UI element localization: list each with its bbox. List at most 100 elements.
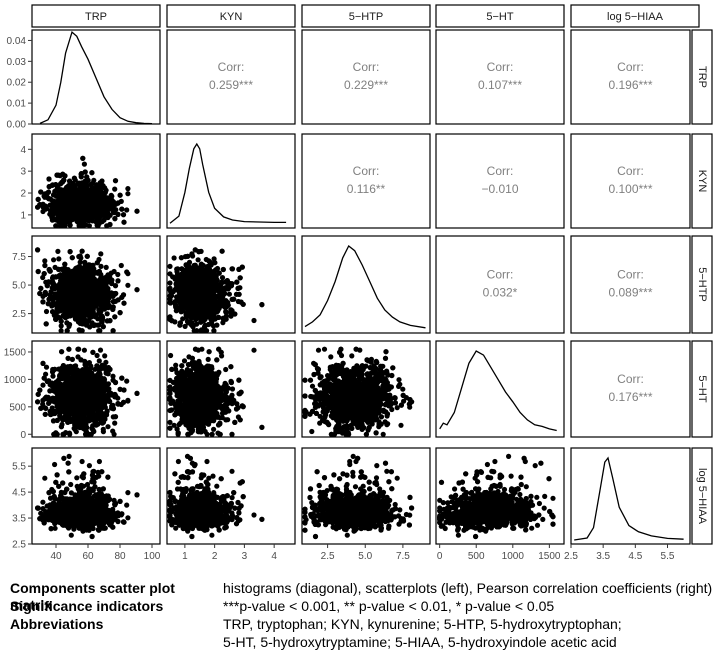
data-point bbox=[220, 266, 226, 273]
data-point bbox=[239, 264, 245, 270]
data-point bbox=[87, 192, 93, 198]
data-point bbox=[238, 299, 244, 305]
data-point bbox=[174, 268, 180, 275]
data-point bbox=[219, 275, 226, 281]
data-point bbox=[89, 296, 96, 302]
data-point bbox=[51, 257, 57, 263]
panel-frame bbox=[166, 29, 296, 125]
facet-label-right: log 5−HIAA bbox=[696, 468, 708, 525]
data-point bbox=[40, 299, 46, 305]
data-point bbox=[98, 181, 104, 187]
data-point bbox=[125, 398, 131, 404]
data-point bbox=[120, 292, 127, 298]
panel-frame bbox=[435, 133, 565, 229]
data-point bbox=[38, 189, 44, 195]
facet-label-top: TRP bbox=[85, 11, 107, 23]
data-point bbox=[100, 206, 106, 212]
data-point bbox=[237, 275, 243, 281]
data-point bbox=[124, 269, 130, 275]
data-point bbox=[86, 290, 93, 296]
data-point bbox=[95, 270, 101, 276]
data-point bbox=[219, 279, 225, 285]
data-point bbox=[197, 269, 203, 275]
data-point bbox=[231, 296, 237, 302]
data-point bbox=[120, 212, 127, 218]
data-point bbox=[223, 313, 229, 319]
data-point bbox=[197, 299, 203, 306]
data-point bbox=[78, 317, 84, 323]
data-point bbox=[70, 268, 76, 274]
data-point bbox=[75, 276, 81, 282]
data-point bbox=[228, 283, 234, 289]
data-point bbox=[190, 324, 196, 330]
data-point bbox=[125, 282, 131, 288]
data-point bbox=[81, 298, 87, 304]
data-point bbox=[188, 292, 195, 298]
data-point bbox=[110, 291, 116, 297]
data-point bbox=[80, 155, 86, 161]
facet-strip-top bbox=[31, 4, 161, 28]
data-point bbox=[56, 256, 62, 262]
data-point bbox=[67, 307, 73, 313]
data-point bbox=[102, 353, 108, 359]
data-point bbox=[104, 311, 110, 317]
data-point bbox=[104, 290, 110, 296]
data-point bbox=[167, 314, 173, 320]
corr-label: Corr: bbox=[487, 268, 514, 282]
data-point bbox=[183, 302, 189, 308]
data-point bbox=[234, 279, 240, 285]
data-point bbox=[167, 280, 173, 286]
data-point bbox=[67, 295, 73, 301]
data-point bbox=[87, 283, 93, 289]
data-point bbox=[134, 208, 140, 214]
data-point bbox=[70, 285, 76, 291]
data-point bbox=[226, 291, 232, 297]
data-point bbox=[64, 320, 70, 326]
data-point bbox=[76, 270, 82, 276]
facet-label-right: 5−HT bbox=[696, 375, 708, 402]
data-point bbox=[94, 285, 100, 291]
data-point bbox=[117, 192, 123, 198]
data-point bbox=[67, 280, 73, 286]
data-point bbox=[71, 175, 77, 181]
data-point bbox=[183, 268, 189, 274]
data-point bbox=[41, 271, 47, 277]
data-point bbox=[35, 268, 41, 275]
data-point bbox=[110, 328, 116, 334]
data-point bbox=[64, 328, 70, 334]
data-point bbox=[58, 278, 64, 284]
data-point bbox=[87, 277, 93, 283]
panel-frame bbox=[435, 235, 565, 334]
corr-label: Corr: bbox=[487, 164, 514, 178]
data-point bbox=[87, 324, 93, 330]
data-point bbox=[211, 328, 217, 334]
data-point bbox=[62, 311, 68, 317]
data-point bbox=[118, 198, 124, 204]
data-point bbox=[80, 223, 86, 229]
data-point bbox=[105, 278, 112, 284]
data-point bbox=[174, 296, 180, 302]
data-point bbox=[94, 352, 100, 359]
data-point bbox=[60, 198, 66, 204]
data-point bbox=[75, 304, 81, 310]
data-point bbox=[208, 321, 215, 327]
data-point bbox=[167, 263, 173, 269]
corr-value: 0.116** bbox=[347, 182, 386, 196]
data-point bbox=[235, 285, 241, 291]
data-point bbox=[103, 264, 109, 270]
data-point bbox=[71, 311, 77, 317]
data-point bbox=[58, 323, 64, 329]
data-point bbox=[194, 328, 200, 334]
density-curve bbox=[39, 30, 153, 125]
data-point bbox=[54, 186, 60, 192]
data-point bbox=[224, 278, 230, 284]
data-point bbox=[171, 255, 177, 261]
data-point bbox=[105, 214, 111, 221]
data-point bbox=[87, 206, 93, 212]
data-point bbox=[46, 184, 52, 190]
data-point bbox=[121, 219, 127, 225]
data-point bbox=[89, 310, 95, 316]
data-point bbox=[110, 306, 116, 312]
data-point bbox=[217, 295, 223, 301]
data-point bbox=[84, 270, 90, 276]
